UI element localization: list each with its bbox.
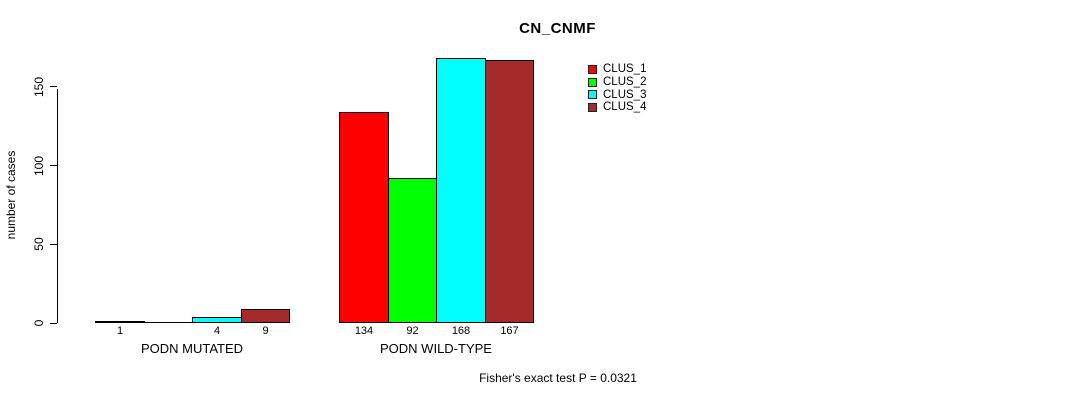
legend-entry: CLUS_1 — [588, 63, 646, 76]
bar-value-label: 134 — [354, 325, 374, 337]
y-axis-tick — [50, 165, 57, 166]
bar-value-label: 168 — [451, 325, 471, 337]
legend-swatch — [588, 64, 597, 74]
bar-clus_2-podn-wild-type — [388, 178, 437, 323]
y-axis-tick — [50, 243, 57, 245]
y-axis-tick-label: 0 — [32, 319, 46, 327]
y-axis-tick-label: 150 — [32, 76, 46, 97]
bar-value-label: 1 — [116, 325, 124, 337]
legend-label: CLUS_1 — [603, 63, 647, 76]
group-label: PODN MUTATED — [140, 341, 244, 356]
y-axis-line — [57, 89, 58, 323]
y-axis-tick — [50, 86, 57, 88]
legend: CLUS_1 CLUS_2 CLUS_3 CLUS_4 — [588, 63, 646, 114]
legend-swatch — [588, 102, 597, 112]
bar-value-label: 4 — [213, 325, 221, 337]
legend-label: CLUS_2 — [603, 76, 647, 89]
bar-value-label: 92 — [406, 325, 419, 337]
group-label: PODN WILD-TYPE — [380, 341, 492, 356]
bar-clus_2-podn-mutated — [144, 322, 193, 323]
bar-clus_4-podn-wild-type — [485, 60, 534, 323]
footnote-text: Fisher's exact test P = 0.0321 — [479, 371, 637, 385]
legend-label: CLUS_4 — [603, 101, 647, 114]
bar-clus_1-podn-wild-type — [339, 112, 389, 323]
legend-entry: CLUS_2 — [588, 76, 646, 89]
bar-clus_3-podn-wild-type — [436, 58, 486, 323]
bar-value-label: 167 — [500, 325, 519, 337]
y-axis-tick-label: 50 — [32, 237, 46, 251]
bar-clus_1-podn-mutated — [95, 321, 145, 323]
legend-entry: CLUS_3 — [588, 88, 646, 101]
legend-swatch — [588, 90, 597, 100]
bar-value-label: 9 — [262, 325, 269, 337]
chart-title: CN_CNMF — [519, 20, 596, 37]
bar-clus_4-podn-mutated — [241, 309, 290, 323]
y-axis-title: number of cases — [4, 150, 18, 240]
y-axis-tick-label: 100 — [32, 155, 46, 176]
legend-label: CLUS_3 — [603, 88, 647, 101]
legend-entry: CLUS_4 — [588, 101, 646, 114]
legend-swatch — [588, 77, 597, 87]
y-axis-tick — [50, 322, 57, 324]
bar-clus_3-podn-mutated — [192, 317, 242, 323]
